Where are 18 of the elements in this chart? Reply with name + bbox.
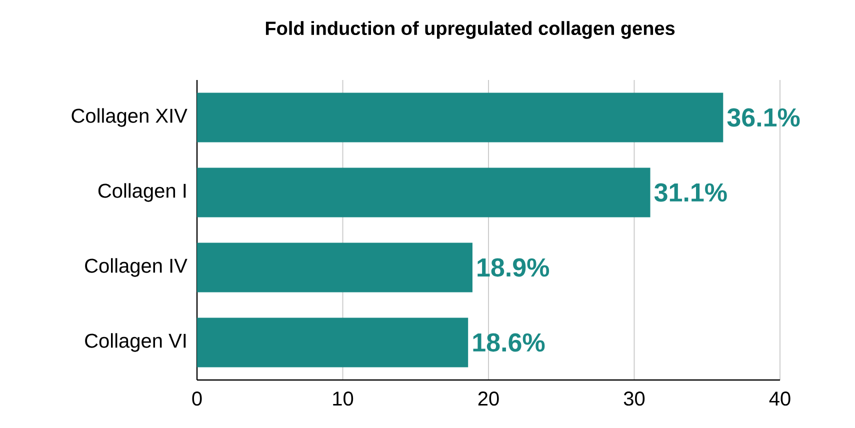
x-tick-label: 0 xyxy=(192,392,202,406)
bar xyxy=(197,92,724,142)
y-tick-label: Collagen XIV xyxy=(72,108,188,127)
bar xyxy=(197,318,468,368)
y-tick-label: Collagen VI xyxy=(85,333,186,352)
x-tick-label: 20 xyxy=(478,392,499,406)
bar xyxy=(197,168,650,218)
y-tick-label: Collagen IV xyxy=(85,258,188,277)
data-label: 31.1% xyxy=(654,183,727,202)
data-label: 18.9% xyxy=(478,258,550,277)
y-tick-label: Collagen I xyxy=(98,183,186,202)
data-label: 18.6% xyxy=(473,333,545,352)
chart-title: Fold induction of upregulated collagen genes xyxy=(266,21,675,39)
data-label: 36.1% xyxy=(727,108,800,127)
x-tick-label: 30 xyxy=(624,392,645,406)
x-tick-label: 40 xyxy=(769,392,790,406)
x-tick-label: 10 xyxy=(333,392,354,406)
bar xyxy=(197,242,472,292)
